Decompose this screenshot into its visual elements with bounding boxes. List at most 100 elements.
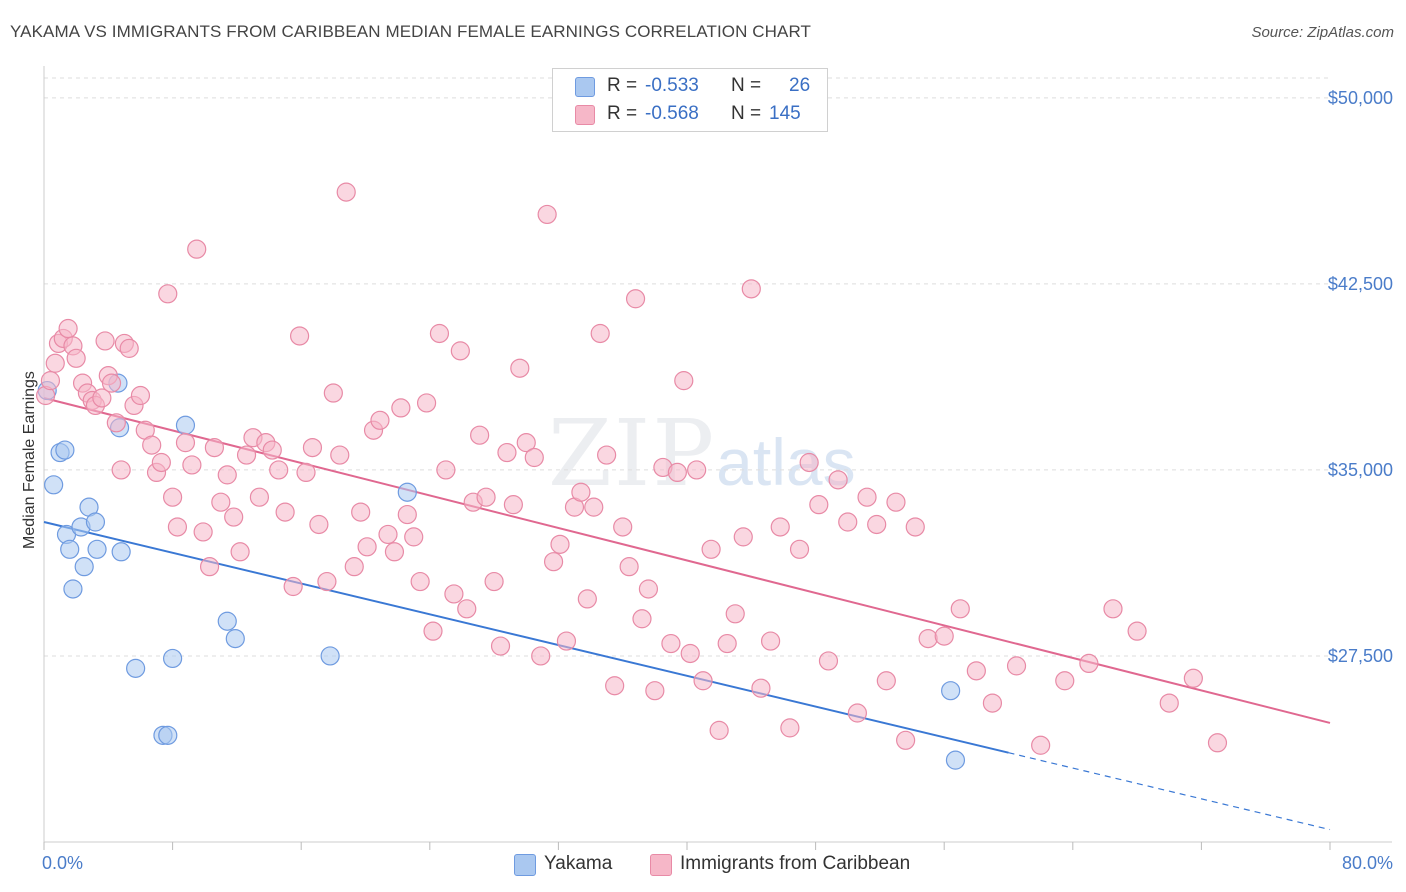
- point-1-52: [323, 383, 343, 403]
- series-legend: Yakama Immigrants from Caribbean: [0, 852, 1406, 876]
- point-1-59: [370, 410, 390, 430]
- point-1-117: [780, 718, 800, 738]
- point-1-96: [619, 557, 639, 577]
- point-1-60: [378, 524, 398, 545]
- point-0-6: [63, 579, 83, 599]
- series-1: [36, 182, 1228, 755]
- point-1-138: [1055, 671, 1075, 691]
- point-1-32: [193, 522, 213, 542]
- point-0-21: [225, 628, 245, 649]
- point-1-99: [638, 579, 659, 599]
- point-1-44: [269, 460, 289, 480]
- point-1-69: [436, 460, 456, 480]
- point-1-54: [336, 182, 356, 202]
- point-1-37: [224, 507, 244, 527]
- point-1-25: [151, 452, 171, 473]
- point-1-67: [423, 621, 443, 641]
- point-1-140: [1103, 599, 1123, 619]
- point-1-100: [645, 681, 665, 701]
- point-1-78: [497, 442, 517, 463]
- point-0-10: [85, 512, 106, 532]
- point-1-106: [687, 460, 707, 480]
- point-1-134: [966, 661, 986, 681]
- y-tick-label-1: $35,000: [1328, 460, 1393, 480]
- point-0-8: [74, 557, 94, 577]
- point-1-143: [1183, 668, 1203, 688]
- point-1-87: [556, 631, 577, 651]
- point-1-50: [309, 514, 329, 535]
- point-1-136: [1006, 656, 1027, 676]
- point-1-131: [918, 628, 938, 649]
- point-1-85: [543, 552, 564, 572]
- point-1-30: [182, 455, 202, 475]
- point-1-2: [45, 353, 65, 373]
- point-0-11: [87, 539, 107, 559]
- series-label-yakama: Yakama: [544, 853, 613, 874]
- point-1-72: [457, 599, 477, 619]
- point-1-35: [211, 492, 231, 512]
- point-1-92: [590, 323, 610, 344]
- point-1-127: [876, 671, 896, 691]
- point-1-28: [167, 517, 188, 537]
- series-swatch-yakama: [514, 854, 536, 876]
- point-0-1: [44, 475, 64, 495]
- point-1-95: [613, 517, 633, 537]
- point-1-5: [58, 318, 78, 339]
- point-1-133: [950, 599, 970, 619]
- point-1-113: [741, 279, 761, 299]
- point-1-70: [444, 584, 464, 604]
- legend-n-value: 145: [769, 103, 801, 124]
- grid-lines: [44, 77, 1330, 657]
- point-1-120: [809, 495, 829, 515]
- point-0-15: [126, 658, 146, 678]
- point-0-14: [111, 542, 131, 562]
- point-1-57: [357, 537, 377, 557]
- point-1-116: [770, 517, 790, 537]
- point-1-17: [111, 460, 131, 480]
- point-1-107: [693, 671, 713, 691]
- point-1-75: [476, 487, 496, 507]
- point-1-31: [187, 239, 207, 259]
- point-1-97: [625, 289, 646, 309]
- point-0-5: [60, 539, 80, 559]
- point-1-122: [828, 470, 848, 490]
- chart-source: Source: ZipAtlas.com: [1251, 24, 1394, 41]
- point-1-135: [982, 693, 1003, 713]
- legend-r-value: -0.533: [645, 75, 699, 96]
- point-1-81: [516, 433, 536, 453]
- point-1-139: [1079, 653, 1099, 674]
- point-1-13: [95, 331, 115, 351]
- point-1-121: [818, 651, 839, 671]
- y-tick-label-3: $50,000: [1328, 88, 1393, 108]
- point-1-38: [230, 542, 250, 562]
- point-1-90: [577, 589, 597, 609]
- point-1-46: [283, 576, 303, 597]
- legend-n-label: N =: [731, 75, 762, 96]
- point-1-123: [838, 512, 858, 532]
- point-1-82: [524, 447, 544, 468]
- point-1-144: [1207, 733, 1228, 753]
- point-1-83: [531, 646, 551, 666]
- series-swatch-caribbean: [650, 854, 672, 876]
- point-1-68: [429, 323, 450, 344]
- point-1-61: [384, 542, 405, 562]
- point-1-62: [391, 398, 411, 418]
- point-1-114: [751, 678, 771, 698]
- point-1-86: [550, 534, 570, 554]
- legend-n-label: N =: [731, 103, 762, 124]
- point-1-125: [857, 487, 877, 507]
- point-1-49: [302, 437, 323, 458]
- point-0-18: [163, 648, 183, 669]
- point-1-80: [510, 358, 530, 378]
- x-tick-label-min: 0.0%: [42, 853, 83, 873]
- point-0-22: [320, 646, 340, 666]
- point-1-19: [119, 338, 139, 358]
- axis-labels: $27,500 $35,000 $42,500 $50,000 0.0% 80.0% Med…: [21, 88, 1393, 873]
- point-1-118: [789, 539, 810, 559]
- point-1-102: [661, 633, 681, 654]
- trend-extension-0: [1008, 752, 1331, 831]
- point-1-132: [934, 626, 954, 646]
- point-1-98: [632, 609, 652, 629]
- point-1-43: [262, 440, 282, 460]
